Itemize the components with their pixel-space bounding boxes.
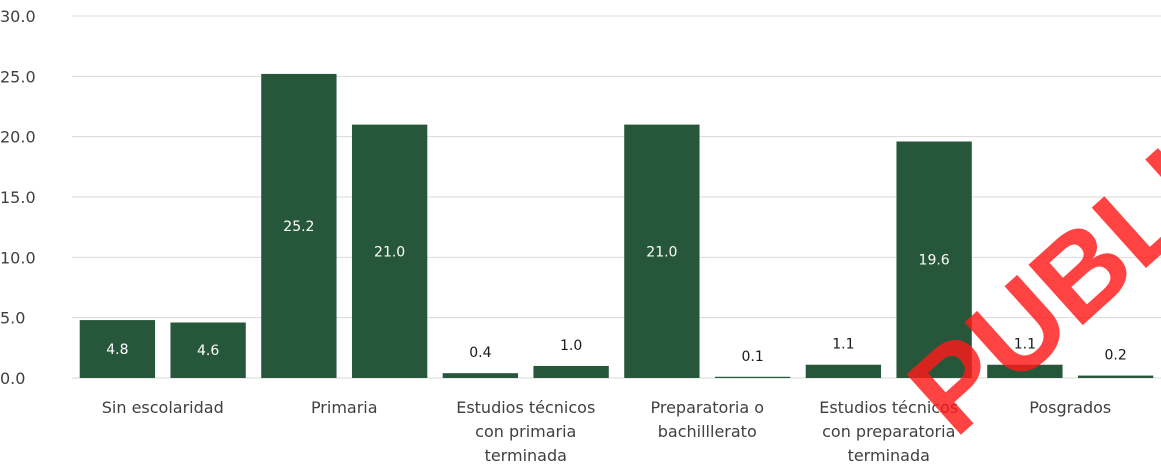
x-category-label: con primaria — [475, 422, 576, 441]
x-category-label: bachilllerato — [658, 422, 757, 441]
y-tick-label: 25.0 — [0, 67, 36, 86]
bar — [987, 364, 1063, 378]
bar — [261, 73, 337, 379]
data-labels: 4.8 4.6 25.2 21.0 0.4 1.0 21.0 0.1 1.1 19.6 1.1 0.2 — [106, 219, 1127, 365]
bar — [170, 322, 246, 378]
y-tick-label: 15.0 — [0, 188, 36, 207]
data-label: 19.6 — [919, 253, 950, 269]
x-category-label: Sin escolaridad — [102, 398, 224, 417]
gridlines — [72, 15, 1161, 379]
y-tick-label: 10.0 — [0, 248, 36, 267]
y-tick-label: 20.0 — [0, 128, 36, 147]
data-label: 25.2 — [283, 219, 314, 235]
bar — [714, 376, 791, 378]
x-category-label: con preparatoria — [822, 422, 955, 441]
x-category-label: Estudios técnicos — [456, 398, 595, 417]
data-label: 4.6 — [197, 343, 219, 359]
bars — [79, 73, 1154, 379]
bar — [351, 124, 428, 378]
y-tick-label: 0.0 — [0, 369, 25, 388]
y-tick-label: 30.0 — [0, 7, 36, 26]
x-category-label: Preparatoria o — [650, 398, 764, 417]
x-category-label: terminada — [848, 446, 930, 465]
x-category-label: Posgrados — [1029, 398, 1111, 417]
data-label: 0.1 — [741, 349, 763, 365]
bar — [533, 365, 609, 378]
data-label: 21.0 — [646, 244, 677, 260]
data-label: 21.0 — [374, 244, 405, 260]
y-tick-label: 5.0 — [0, 309, 25, 328]
data-label: 1.1 — [832, 337, 854, 353]
data-label: 4.8 — [106, 342, 128, 358]
x-category-label: Estudios técnicos — [819, 398, 958, 417]
bar — [79, 320, 156, 378]
x-category-label: Primaria — [311, 398, 378, 417]
bar — [442, 373, 519, 378]
data-label: 1.1 — [1014, 337, 1036, 353]
bar — [805, 364, 882, 378]
x-category-label: terminada — [485, 446, 567, 465]
data-label: 0.2 — [1104, 348, 1126, 364]
bar — [896, 141, 972, 378]
y-axis-ticks: 0.0 5.0 10.0 15.0 20.0 25.0 30.0 — [0, 7, 36, 388]
data-label: 1.0 — [560, 338, 582, 354]
bar — [1077, 375, 1154, 378]
data-label: 0.4 — [469, 345, 491, 361]
bar — [624, 124, 700, 378]
x-axis-category-labels: Sin escolaridad Primaria Estudios técnicos… — [102, 398, 1112, 465]
